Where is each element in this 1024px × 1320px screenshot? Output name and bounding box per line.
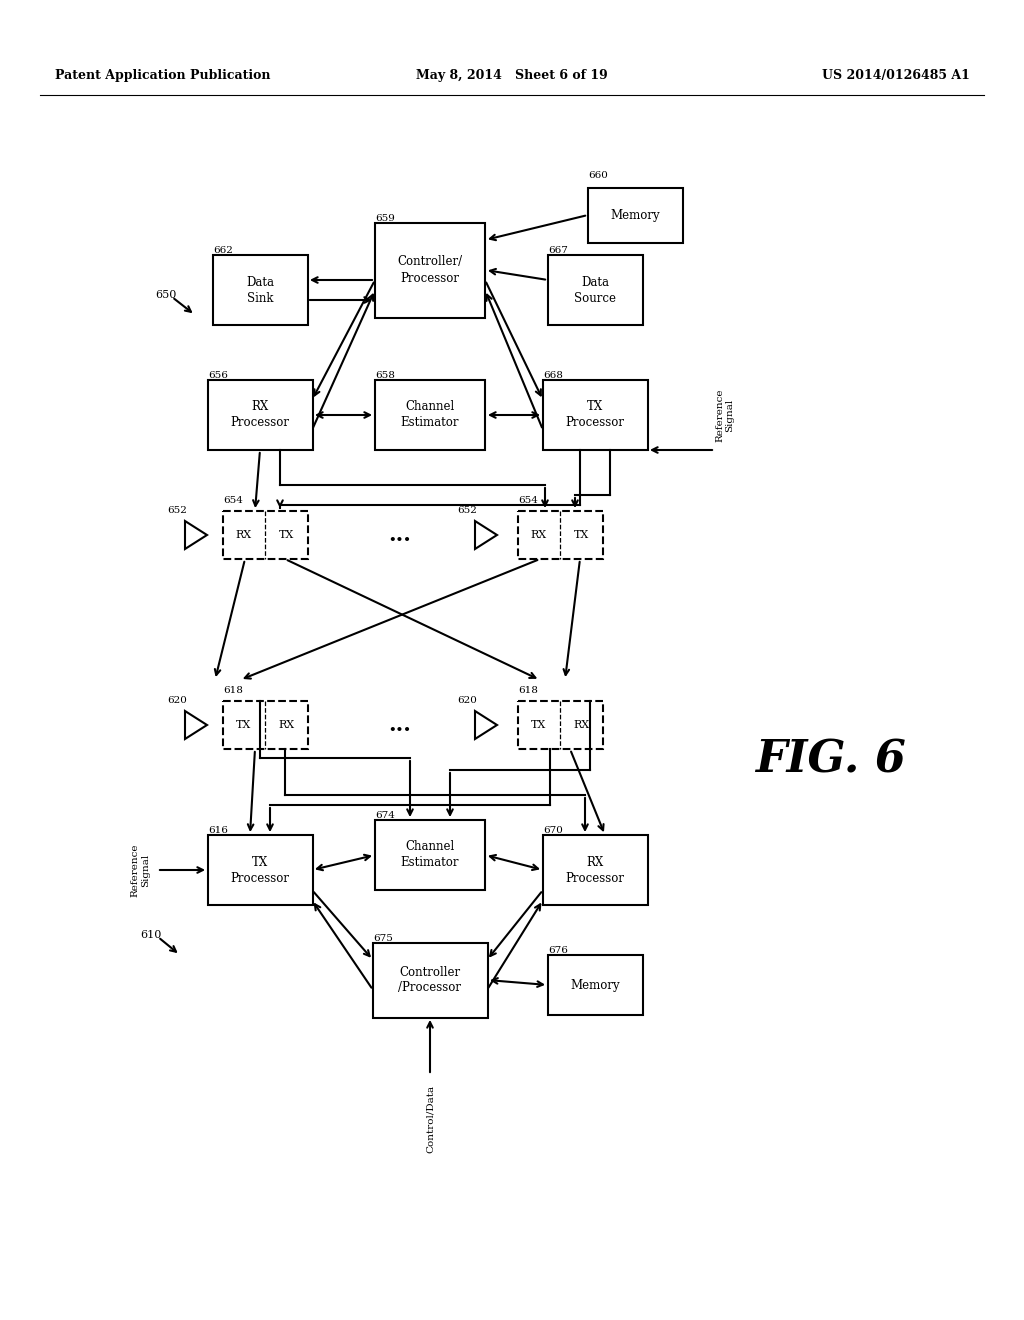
Text: Control/Data: Control/Data (426, 1085, 434, 1154)
Text: Memory: Memory (610, 209, 659, 222)
Text: RX: RX (530, 531, 547, 540)
Bar (375, 223, 485, 318)
Text: Controller/
Processor: Controller/ Processor (397, 256, 463, 285)
Bar (222, 701, 307, 748)
Text: TX: TX (573, 531, 589, 540)
Text: 652: 652 (457, 506, 477, 515)
Bar (517, 511, 602, 558)
Text: 667: 667 (548, 246, 568, 255)
Text: 670: 670 (543, 826, 563, 836)
Text: TX
Processor: TX Processor (565, 400, 625, 429)
Text: Data
Sink: Data Sink (246, 276, 274, 305)
Bar (373, 942, 487, 1018)
Text: ...: ... (388, 714, 412, 737)
Text: Channel
Estimator: Channel Estimator (400, 400, 459, 429)
Text: 676: 676 (548, 946, 568, 954)
Text: 620: 620 (457, 696, 477, 705)
Bar (222, 511, 307, 558)
Text: 618: 618 (223, 686, 243, 696)
Text: RX: RX (573, 719, 590, 730)
Text: Controller
/Processor: Controller /Processor (398, 965, 462, 994)
Text: 618: 618 (518, 686, 538, 696)
Text: TX: TX (531, 719, 547, 730)
Text: 660: 660 (588, 172, 608, 180)
Text: 674: 674 (375, 810, 395, 820)
Text: RX: RX (236, 531, 252, 540)
Text: TX
Processor: TX Processor (230, 855, 290, 884)
Text: 620: 620 (167, 696, 187, 705)
Text: May 8, 2014   Sheet 6 of 19: May 8, 2014 Sheet 6 of 19 (416, 69, 608, 82)
Text: 654: 654 (223, 496, 243, 506)
Text: 650: 650 (155, 290, 176, 300)
Polygon shape (185, 711, 207, 739)
Text: FIG. 6: FIG. 6 (755, 738, 905, 781)
Text: 654: 654 (518, 496, 538, 506)
Text: ...: ... (388, 524, 412, 546)
Polygon shape (475, 521, 497, 549)
Text: 610: 610 (140, 931, 162, 940)
Text: 656: 656 (208, 371, 228, 380)
Text: TX: TX (237, 719, 251, 730)
Text: 675: 675 (373, 935, 393, 942)
Bar (213, 255, 307, 325)
Text: US 2014/0126485 A1: US 2014/0126485 A1 (822, 69, 970, 82)
Text: 658: 658 (375, 371, 395, 380)
Text: Patent Application Publication: Patent Application Publication (55, 69, 270, 82)
Text: Reference
Signal: Reference Signal (130, 843, 150, 896)
Bar (375, 820, 485, 890)
Polygon shape (185, 521, 207, 549)
Bar (548, 255, 642, 325)
Text: RX: RX (279, 719, 294, 730)
Text: RX
Processor: RX Processor (230, 400, 290, 429)
Bar (208, 836, 312, 906)
Text: Channel
Estimator: Channel Estimator (400, 841, 459, 870)
Bar (543, 380, 647, 450)
Bar (517, 701, 602, 748)
Text: Data
Source: Data Source (574, 276, 616, 305)
Text: 668: 668 (543, 371, 563, 380)
Text: 652: 652 (167, 506, 187, 515)
Text: 616: 616 (208, 826, 228, 836)
Bar (208, 380, 312, 450)
Text: RX
Processor: RX Processor (565, 855, 625, 884)
Bar (548, 954, 642, 1015)
Text: TX: TX (279, 531, 294, 540)
Bar (375, 380, 485, 450)
Bar (588, 187, 683, 243)
Text: 659: 659 (375, 214, 395, 223)
Text: Reference
Signal: Reference Signal (715, 388, 734, 442)
Text: 662: 662 (213, 246, 232, 255)
Polygon shape (475, 711, 497, 739)
Text: Memory: Memory (570, 978, 620, 991)
Bar (543, 836, 647, 906)
